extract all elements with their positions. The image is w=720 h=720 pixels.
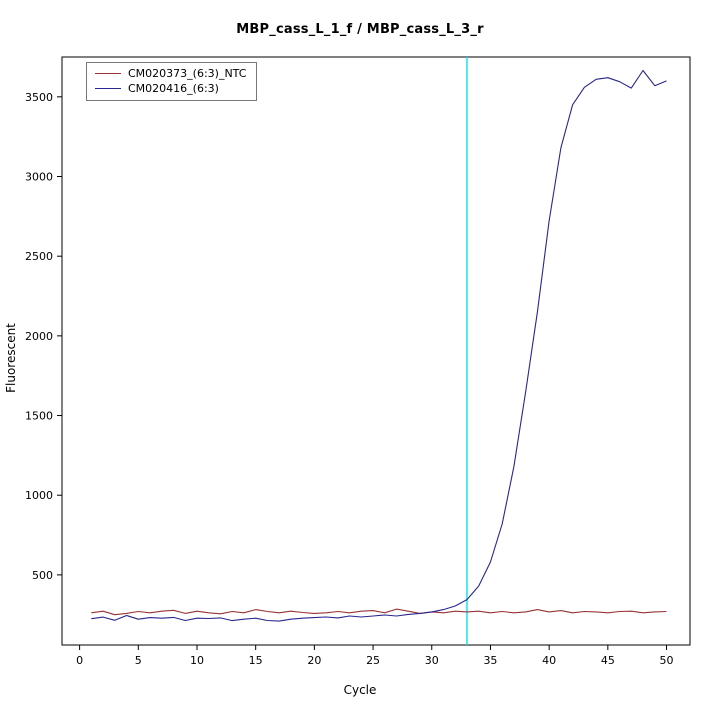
x-tick-label: 35 <box>483 654 497 667</box>
y-tick-label: 1000 <box>25 489 53 502</box>
legend-line-swatch-ntc <box>95 73 121 74</box>
x-tick-label: 20 <box>307 654 321 667</box>
x-axis-label: Cycle <box>343 683 377 697</box>
y-tick-label: 3000 <box>25 171 53 184</box>
y-axis-label: Fluorescent <box>4 323 18 393</box>
x-tick-label: 5 <box>135 654 142 667</box>
legend-label-sample: CM020416_(6:3) <box>128 82 219 95</box>
legend-line-swatch-sample <box>95 88 121 89</box>
y-tick-label: 2000 <box>25 330 53 343</box>
series-line-sample <box>91 69 667 622</box>
y-tick-label: 3500 <box>25 91 53 104</box>
y-tick-label: 1500 <box>25 410 53 423</box>
x-tick-label: 15 <box>249 654 263 667</box>
x-tick-label: 25 <box>366 654 380 667</box>
x-tick-label: 10 <box>190 654 204 667</box>
x-tick-label: 40 <box>542 654 556 667</box>
x-tick-label: 0 <box>76 654 83 667</box>
y-tick-label: 2500 <box>25 250 53 263</box>
x-tick-label: 30 <box>425 654 439 667</box>
y-tick-label: 500 <box>32 569 53 582</box>
legend-item-ntc: CM020373_(6:3)_NTC <box>95 66 246 81</box>
series-line-ntc <box>91 608 667 616</box>
legend-item-sample: CM020416_(6:3) <box>95 81 246 96</box>
legend: CM020373_(6:3)_NTC CM020416_(6:3) <box>86 62 258 101</box>
x-tick-label: 50 <box>660 654 674 667</box>
x-tick-label: 45 <box>601 654 615 667</box>
plot-border <box>61 56 691 646</box>
legend-label-ntc: CM020373_(6:3)_NTC <box>128 67 247 80</box>
chart-title: MBP_cass_L_1_f / MBP_cass_L_3_r <box>236 22 484 37</box>
